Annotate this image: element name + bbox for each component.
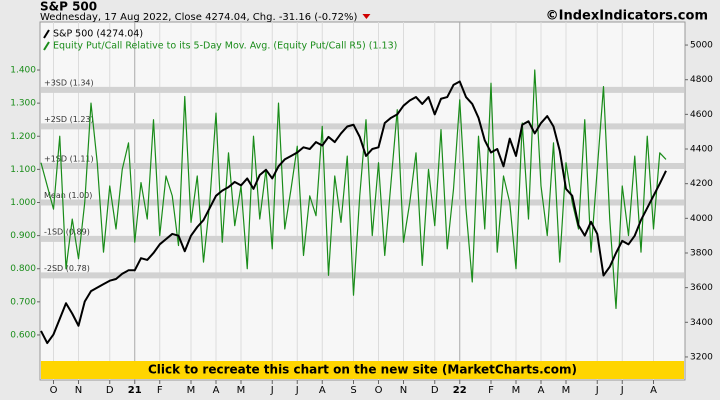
chart-title: S&P 500	[40, 0, 97, 14]
y2-tick-label: 3200	[690, 352, 713, 362]
x-tick-label: A	[650, 385, 657, 396]
x-tick-label: M	[237, 385, 246, 396]
series-line	[40, 80, 667, 345]
y-tick-label: 1.400	[10, 66, 36, 76]
x-tick-label: M	[562, 385, 571, 396]
x-tick-label: M	[187, 385, 196, 396]
y2-tick-label: 4400	[690, 145, 713, 155]
y2-tick-label: 3600	[690, 283, 713, 293]
banner[interactable]: Click to recreate this chart on the new …	[41, 361, 684, 379]
x-tick-label: J	[270, 385, 274, 396]
x-tick-label: A	[213, 385, 220, 396]
x-tick-label: 22	[453, 385, 467, 396]
reference-label: -1SD (0.89)	[44, 227, 90, 236]
legend-label: S&P 500 (4274.04)	[53, 29, 143, 40]
x-tick-label: N	[75, 385, 82, 396]
y-tick-label: 1.100	[10, 165, 36, 175]
legend-label: Equity Put/Call Relative to its 5-Day Mo…	[53, 41, 397, 52]
legend-swatch	[43, 41, 50, 51]
x-tick-label: F	[157, 385, 163, 396]
banner-box	[41, 361, 684, 379]
reference-label: +1SD (1.11)	[44, 155, 94, 164]
x-tick-label: J	[295, 385, 299, 396]
y2-tick-label: 3400	[690, 318, 713, 328]
source: ©IndexIndicators.com	[546, 9, 708, 24]
x-tick-label: A	[319, 385, 326, 396]
y2-tick-label: 4800	[690, 75, 713, 85]
x-tick-label: N	[400, 385, 407, 396]
y2-tick-label: 4000	[690, 214, 713, 224]
x-tick-label: A	[538, 385, 545, 396]
y-tick-label: 0.600	[10, 330, 36, 340]
x-tick-label: O	[375, 385, 383, 396]
chart-subtitle: Wednesday, 17 Aug 2022, Close 4274.04, C…	[40, 12, 358, 23]
reference-label: Mean (1.00)	[44, 191, 92, 200]
y-tick-label: 1.300	[10, 99, 36, 109]
down-arrow	[362, 14, 371, 19]
banner-text: Click to recreate this chart on the new …	[148, 363, 577, 377]
x-tick-label: J	[595, 385, 599, 396]
series-line	[40, 69, 667, 310]
y-tick-label: 0.900	[10, 231, 36, 241]
y-tick-label: 0.800	[10, 264, 36, 274]
y2-tick-label: 3800	[690, 248, 713, 258]
y-tick-label: 1.200	[10, 132, 36, 142]
reference-label: -2SD (0.78)	[44, 264, 90, 273]
y-tick-label: 1.000	[10, 198, 36, 208]
reference-label: +2SD (1.23)	[44, 115, 94, 124]
x-tick-label: S	[350, 385, 356, 396]
x-tick-label: F	[488, 385, 494, 396]
y-tick-label: 0.700	[10, 297, 36, 307]
x-tick-label: O	[50, 385, 58, 396]
x-tick-label: 21	[128, 385, 142, 396]
reference-label: +3SD (1.34)	[44, 78, 94, 87]
y2-tick-label: 5000	[690, 41, 713, 51]
y2-tick-label: 4600	[690, 110, 713, 120]
x-tick-label: J	[620, 385, 624, 396]
y2-tick-label: 4200	[690, 179, 713, 189]
legend-swatch	[43, 29, 50, 39]
x-tick-label: D	[106, 385, 114, 396]
x-tick-label: D	[431, 385, 439, 396]
x-tick-label: M	[512, 385, 521, 396]
